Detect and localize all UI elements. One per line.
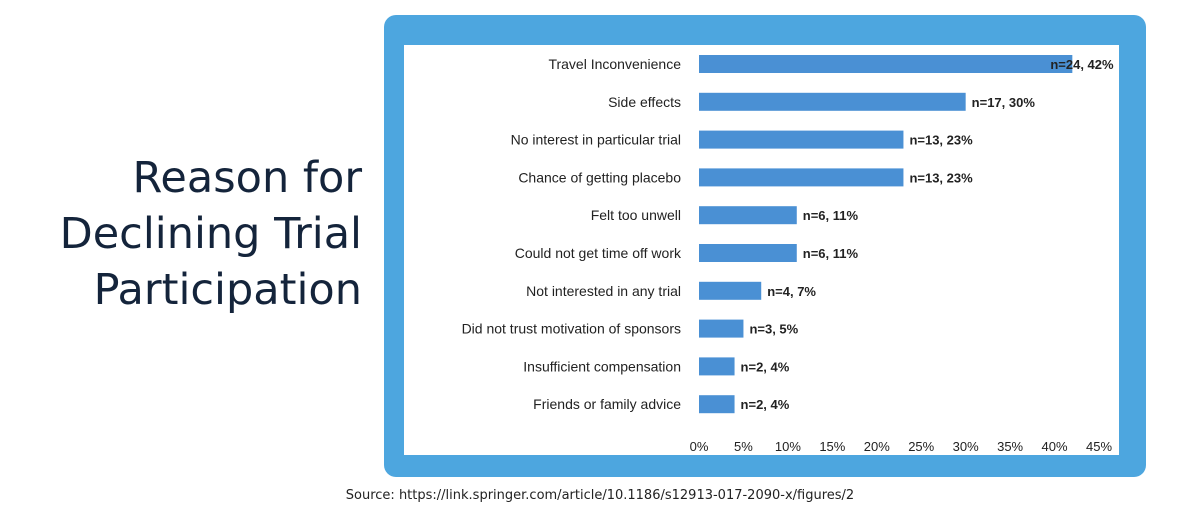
category-label: Travel Inconvenience: [548, 56, 681, 72]
bar-chart: Travel Inconvenience n=24, 42% Side effect…: [462, 55, 1114, 454]
category-label: Could not get time off work: [515, 245, 682, 261]
x-tick-label: 20%: [864, 439, 890, 454]
data-label: n=6, 11%: [803, 246, 859, 261]
bar: [699, 319, 744, 338]
category-label: Chance of getting placebo: [518, 169, 681, 185]
bar: [699, 92, 966, 111]
category-label: Friends or family advice: [533, 396, 681, 412]
bar: [699, 281, 762, 300]
category-label: Felt too unwell: [591, 207, 681, 223]
data-label: n=24, 42%: [1050, 57, 1114, 72]
category-label: Side effects: [608, 94, 681, 110]
chart-panel: Travel Inconvenience n=24, 42% Side effect…: [404, 45, 1119, 455]
bar: [699, 395, 735, 414]
x-tick-label: 0%: [690, 439, 709, 454]
data-label: n=6, 11%: [803, 208, 859, 223]
source-note: Source: https://link.springer.com/articl…: [345, 488, 855, 503]
bar: [699, 168, 904, 187]
slide-title-line-2: Declining Trial: [59, 209, 362, 259]
category-label: Did not trust motivation of sponsors: [462, 321, 681, 337]
x-tick-label: 45%: [1086, 439, 1112, 454]
data-label: n=17, 30%: [972, 95, 1036, 110]
data-label: n=13, 23%: [909, 133, 973, 148]
x-tick-label: 30%: [953, 439, 979, 454]
data-label: n=3, 5%: [749, 322, 798, 337]
bar: [699, 357, 735, 376]
data-label: n=4, 7%: [767, 284, 816, 299]
bar: [699, 244, 797, 262]
x-tick-label: 25%: [908, 439, 934, 454]
data-label: n=2, 4%: [741, 359, 790, 374]
category-label: Insufficient compensation: [523, 358, 681, 374]
category-label: Not interested in any trial: [526, 283, 681, 299]
slide-title: Reason for Declining Trial Participation: [20, 150, 362, 318]
x-tick-label: 15%: [819, 439, 845, 454]
slide-title-line-1: Reason for: [132, 153, 362, 203]
bar: [699, 55, 1073, 73]
category-label: No interest in particular trial: [511, 132, 681, 148]
data-label: n=2, 4%: [741, 397, 790, 412]
x-tick-label: 10%: [775, 439, 801, 454]
data-label: n=13, 23%: [909, 170, 973, 185]
x-tick-label: 40%: [1042, 439, 1068, 454]
x-tick-label: 35%: [997, 439, 1023, 454]
bar: [699, 206, 797, 225]
slide-title-line-3: Participation: [93, 265, 362, 315]
bar: [699, 130, 904, 149]
x-tick-label: 5%: [734, 439, 753, 454]
